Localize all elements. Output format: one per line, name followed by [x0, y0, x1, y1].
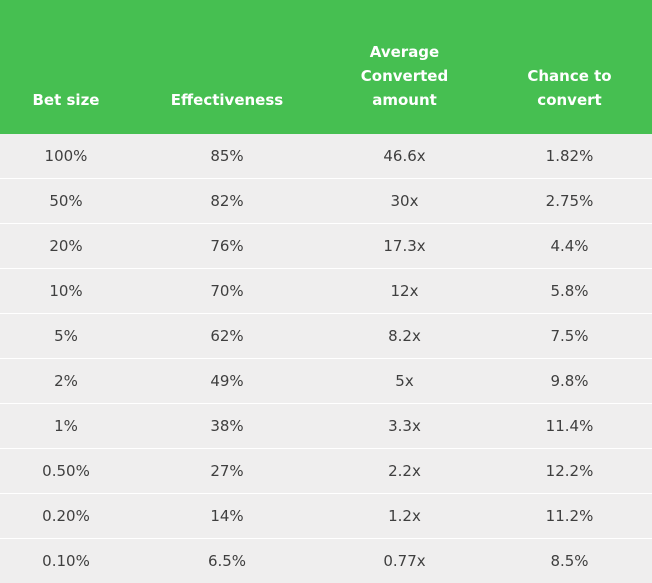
header-average-converted-amount-label: Average Converted amount	[350, 40, 460, 112]
cell-effectiveness: 27%	[132, 449, 322, 494]
cell-chance-to-convert: 5.8%	[487, 269, 652, 314]
cell-bet-size: 100%	[0, 134, 132, 179]
header-chance-to-convert-label: Chance to convert	[515, 64, 625, 112]
table-header-row: Bet size Effectiveness Average Converted…	[0, 0, 652, 134]
cell-average-converted-amount: 17.3x	[322, 224, 487, 269]
header-effectiveness: Effectiveness	[132, 0, 322, 134]
cell-effectiveness: 14%	[132, 494, 322, 539]
header-chance-to-convert: Chance to convert	[487, 0, 652, 134]
cell-bet-size: 0.10%	[0, 539, 132, 583]
cell-chance-to-convert: 7.5%	[487, 314, 652, 359]
cell-effectiveness: 82%	[132, 179, 322, 224]
cell-effectiveness: 38%	[132, 404, 322, 449]
table-row: 0.50% 27% 2.2x 12.2%	[0, 449, 652, 494]
cell-chance-to-convert: 4.4%	[487, 224, 652, 269]
cell-average-converted-amount: 0.77x	[322, 539, 487, 583]
cell-chance-to-convert: 12.2%	[487, 449, 652, 494]
table-row: 100% 85% 46.6x 1.82%	[0, 134, 652, 179]
table-row: 20% 76% 17.3x 4.4%	[0, 224, 652, 269]
cell-average-converted-amount: 12x	[322, 269, 487, 314]
table-row: 0.10% 6.5% 0.77x 8.5%	[0, 539, 652, 583]
cell-average-converted-amount: 8.2x	[322, 314, 487, 359]
cell-bet-size: 50%	[0, 179, 132, 224]
cell-effectiveness: 6.5%	[132, 539, 322, 583]
table-body: 100% 85% 46.6x 1.82% 50% 82% 30x 2.75% 2…	[0, 134, 652, 583]
cell-average-converted-amount: 2.2x	[322, 449, 487, 494]
cell-chance-to-convert: 1.82%	[487, 134, 652, 179]
cell-bet-size: 0.50%	[0, 449, 132, 494]
cell-bet-size: 2%	[0, 359, 132, 404]
header-bet-size: Bet size	[0, 0, 132, 134]
cell-bet-size: 10%	[0, 269, 132, 314]
header-effectiveness-label: Effectiveness	[171, 88, 283, 112]
cell-chance-to-convert: 11.2%	[487, 494, 652, 539]
cell-effectiveness: 76%	[132, 224, 322, 269]
table-row: 50% 82% 30x 2.75%	[0, 179, 652, 224]
table-row: 2% 49% 5x 9.8%	[0, 359, 652, 404]
cell-average-converted-amount: 5x	[322, 359, 487, 404]
table-row: 5% 62% 8.2x 7.5%	[0, 314, 652, 359]
cell-bet-size: 20%	[0, 224, 132, 269]
table-row: 10% 70% 12x 5.8%	[0, 269, 652, 314]
table-row: 0.20% 14% 1.2x 11.2%	[0, 494, 652, 539]
cell-bet-size: 1%	[0, 404, 132, 449]
cell-chance-to-convert: 9.8%	[487, 359, 652, 404]
cell-effectiveness: 49%	[132, 359, 322, 404]
cell-average-converted-amount: 30x	[322, 179, 487, 224]
cell-average-converted-amount: 3.3x	[322, 404, 487, 449]
cell-average-converted-amount: 46.6x	[322, 134, 487, 179]
cell-effectiveness: 85%	[132, 134, 322, 179]
cell-bet-size: 5%	[0, 314, 132, 359]
header-bet-size-label: Bet size	[33, 88, 100, 112]
cell-average-converted-amount: 1.2x	[322, 494, 487, 539]
cell-effectiveness: 62%	[132, 314, 322, 359]
cell-chance-to-convert: 11.4%	[487, 404, 652, 449]
cell-effectiveness: 70%	[132, 269, 322, 314]
cell-chance-to-convert: 2.75%	[487, 179, 652, 224]
table-row: 1% 38% 3.3x 11.4%	[0, 404, 652, 449]
header-average-converted-amount: Average Converted amount	[322, 0, 487, 134]
cell-chance-to-convert: 8.5%	[487, 539, 652, 583]
cell-bet-size: 0.20%	[0, 494, 132, 539]
